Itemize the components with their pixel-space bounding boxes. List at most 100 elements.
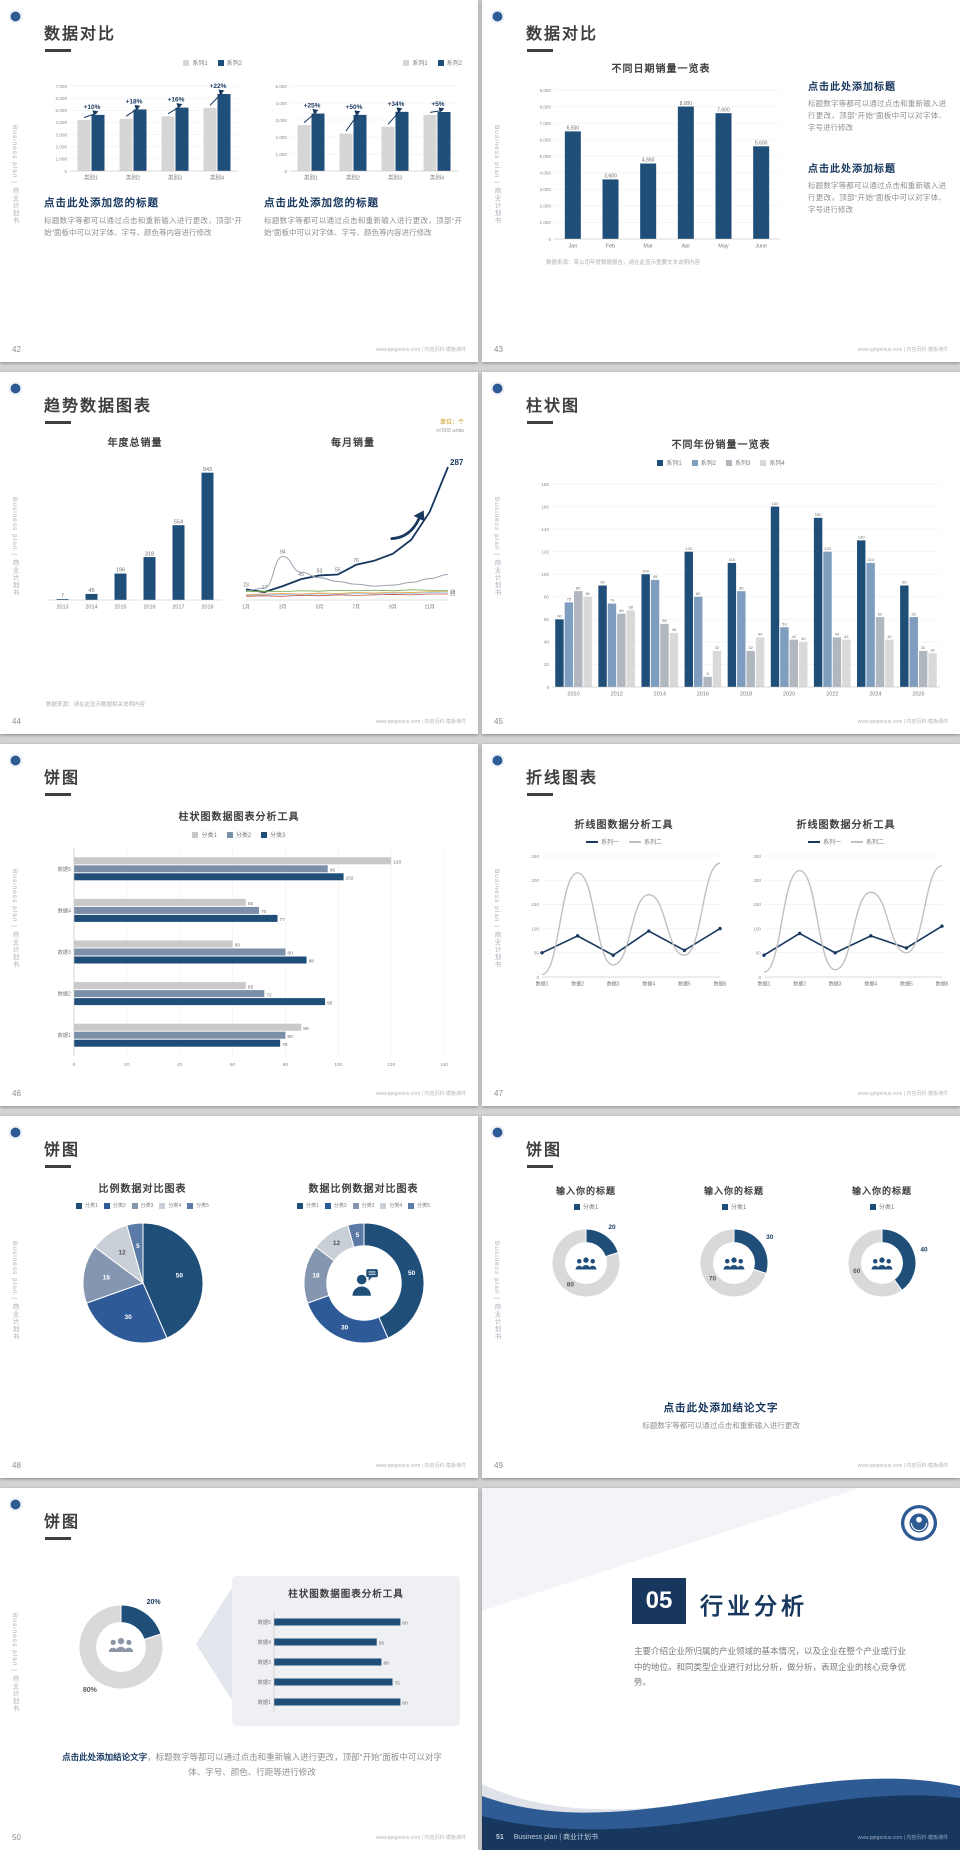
swoosh-decor [482, 1778, 960, 1850]
analysis-panel: 柱状图数据图表分析工具 数据5 80 数据4 65 数据3 68 数据2 75 数据1 80 [232, 1576, 460, 1726]
page-number: 43 [494, 345, 503, 354]
svg-text:90: 90 [600, 580, 605, 585]
legend-swatch-icon [226, 831, 233, 838]
slide-43[interactable]: Business plan | 商业计划书 数据对比 不同日期销量一览表 0 1,… [482, 0, 960, 362]
legend-label: 分类3 [270, 833, 286, 839]
svg-text:2018: 2018 [201, 605, 213, 611]
legend-label: 系列一 [822, 840, 841, 846]
legend-swatch-icon [192, 831, 199, 838]
svg-text:23: 23 [243, 582, 249, 588]
unit-label: 单位：个 in'000 units [436, 420, 464, 435]
chart-legend: 系列1 系列2 [264, 58, 462, 67]
panel-title: 柱状图数据图表分析工具 [288, 1589, 404, 1600]
svg-text:6,000: 6,000 [56, 96, 68, 101]
svg-text:类别1: 类别1 [304, 174, 318, 182]
slide-rail: Business plan | 商业计划书 [482, 744, 512, 1106]
text-block: 点击此处添加标题 标题数字等都可以通过点击和重新输入进行更改，顶部“开始”面板中… [808, 160, 946, 216]
svg-text:18: 18 [312, 1273, 320, 1280]
logo-icon [9, 1126, 22, 1139]
legend-label: 系列2 [226, 61, 242, 67]
legend-label: 分类3 [140, 1203, 154, 1209]
svg-text:60: 60 [557, 614, 562, 619]
legend-swatch-icon [131, 1202, 138, 1209]
svg-text:65: 65 [248, 901, 254, 907]
svg-text:42: 42 [844, 634, 849, 639]
svg-text:7,000: 7,000 [540, 121, 552, 126]
legend-label: 系列2 [700, 461, 716, 467]
svg-text:2012: 2012 [611, 692, 623, 698]
svg-text:2,000: 2,000 [56, 145, 68, 150]
svg-text:74: 74 [610, 598, 615, 603]
svg-text:77: 77 [280, 917, 286, 923]
slide-49[interactable]: Business plan | 商业计划书 饼图 输入你的标题 分类1 20 80 [482, 1116, 960, 1478]
svg-text:45: 45 [298, 572, 304, 578]
svg-text:80: 80 [287, 1034, 293, 1040]
svg-text:6,000: 6,000 [540, 137, 552, 142]
svg-text:2022: 2022 [826, 692, 838, 698]
donut-chart: 30 70 [674, 1213, 794, 1313]
svg-text:Jan: Jan [568, 244, 577, 250]
chart-legend: 分类1 分类2 分类3 [0, 830, 478, 839]
mini-bar-chart: 数据5 80 数据4 65 数据3 68 数据2 75 数据1 80 [246, 1608, 446, 1714]
svg-text:60: 60 [235, 943, 241, 949]
svg-text:5: 5 [355, 1232, 359, 1239]
svg-text:80: 80 [402, 1621, 408, 1627]
svg-text:75: 75 [567, 597, 572, 602]
legend-item: 系列4 [760, 458, 785, 467]
svg-text:2015: 2015 [114, 605, 126, 611]
svg-text:53: 53 [782, 621, 787, 626]
slide-rail: Business plan | 商业计划书 [482, 1116, 512, 1478]
block-body: 标题数字等都可以通过点击和重新输入进行更改，顶部“开始”面板中可以对字体、字号进… [808, 99, 946, 132]
rail-text: Business plan | 商业计划书 [11, 1241, 18, 1341]
slide-title: 饼图 [44, 1136, 80, 1168]
svg-text:数据6: 数据6 [714, 981, 727, 988]
chart-legend: 系列一 系列二 [744, 837, 948, 846]
slide-50[interactable]: Business plan | 商业计划书 饼图 20% 80% 柱状图数据图表分… [0, 1488, 478, 1850]
legend-swatch-icon [629, 840, 641, 843]
svg-text:类别2: 类别2 [126, 174, 140, 182]
svg-text:2016: 2016 [143, 605, 155, 611]
slide-title: 数据对比 [44, 20, 116, 52]
slide-42[interactable]: Business plan | 商业计划书 数据对比 系列1 系列2 0 1,000… [0, 0, 478, 362]
slide-47[interactable]: Business plan | 商业计划书 折线图表 折线图数据分析工具 系列一… [482, 744, 960, 1106]
svg-text:7: 7 [61, 593, 64, 599]
legend-item: 系列二 [629, 837, 662, 846]
pie-panel: 比例数据对比图表 分类1 分类2 分类3 分类4 分类5 50 30 18 12 5 [40, 1180, 245, 1358]
legend-label: 分类4 [168, 1203, 182, 1209]
slide-46[interactable]: Business plan | 商业计划书 饼图 柱状图数据图表分析工具 分类1… [0, 744, 478, 1106]
svg-text:42: 42 [887, 634, 892, 639]
block-heading: 点击此处添加标题 [808, 82, 896, 93]
svg-text:+5%: +5% [431, 101, 444, 108]
legend-item: 系列一 [807, 837, 841, 846]
slide-51[interactable]: 05 行业分析 主要介绍企业所归属的产业领域的基本情况，以及企业在整个产业或行业… [482, 1488, 960, 1850]
svg-text:42: 42 [792, 634, 797, 639]
legend-swatch-icon [408, 1202, 415, 1209]
svg-text:Apr: Apr [682, 244, 691, 250]
slide-45[interactable]: Business plan | 商业计划书 柱状图 不同年份销量一览表 系列1 系… [482, 372, 960, 734]
legend-label: 系列一 [600, 840, 619, 846]
svg-text:44: 44 [758, 632, 763, 637]
svg-text:68: 68 [629, 605, 634, 610]
legend-swatch-icon [159, 1202, 166, 1209]
svg-text:110: 110 [867, 557, 874, 562]
legend-swatch-icon [760, 459, 767, 466]
slide-48[interactable]: Business plan | 商业计划书 饼图 比例数据对比图表 分类1 分类2… [0, 1116, 478, 1478]
legend-label: 分类1 [201, 833, 217, 839]
svg-text:2,000: 2,000 [276, 135, 288, 140]
svg-text:0: 0 [284, 169, 287, 174]
svg-text:102: 102 [346, 876, 354, 882]
chart-block-left: 系列1 系列2 0 1,000 2,000 3,000 4,000 5,000 6,000 7,… [44, 58, 242, 239]
legend-swatch-icon [183, 59, 190, 66]
chart-block-right: 系列1 系列2 0 1,000 2,000 3,000 4,000 5,000 +25% 类别1… [264, 58, 462, 239]
svg-text:2017: 2017 [172, 605, 184, 611]
svg-text:943: 943 [203, 467, 212, 473]
svg-text:数据5: 数据5 [678, 981, 691, 988]
slide-44[interactable]: Business plan | 商业计划书 趋势数据图表 年度总销量 7 2013… [0, 372, 478, 734]
svg-text:65: 65 [248, 984, 254, 990]
svg-text:20: 20 [544, 662, 550, 667]
svg-text:数据1: 数据1 [536, 981, 549, 988]
page-number: 49 [494, 1461, 503, 1470]
svg-text:5,000: 5,000 [56, 108, 68, 113]
footer-site: www.pptgenius.com | 内容页料·模板课件 [375, 1835, 466, 1841]
svg-text:June: June [755, 244, 767, 250]
